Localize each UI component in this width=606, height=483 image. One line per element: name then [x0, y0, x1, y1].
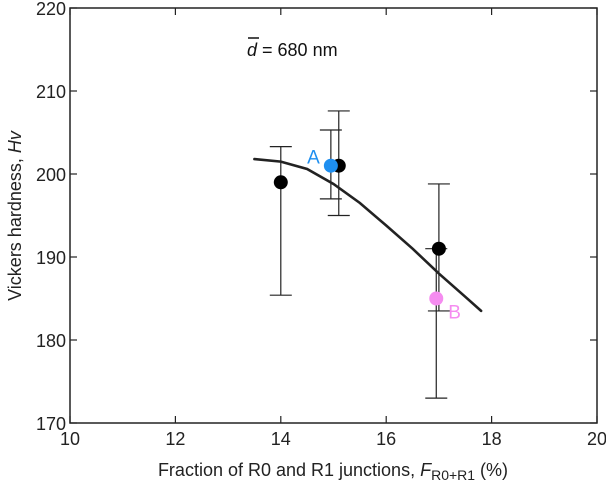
ticks: 10 12 14 16 18 20 170 180 190 200 210 220: [36, 0, 606, 449]
y-tick-label: 170: [36, 414, 66, 434]
data-point: [273, 175, 288, 190]
fit-curve: [253, 157, 483, 313]
annotation-grain-size: d = 680 nm: [247, 40, 338, 60]
point-label: A: [307, 148, 320, 169]
data-point: [429, 291, 444, 306]
error-bars: [269, 110, 450, 399]
y-tick-label: 180: [36, 331, 66, 351]
fit-curve-layer: [253, 157, 483, 313]
x-tick-label: 14: [271, 429, 291, 449]
x-tick-label: 20: [587, 429, 606, 449]
y-tick-label: 220: [36, 0, 66, 19]
y-axis-title: Vickers hardness, Hv: [5, 130, 25, 301]
x-tick-label: 10: [60, 429, 80, 449]
x-tick-label: 16: [376, 429, 396, 449]
plot-frame: [69, 7, 598, 424]
x-axis-title: Fraction of R0 and R1 junctions, FR0+R1 …: [158, 460, 508, 483]
x-tick-label: 18: [482, 429, 502, 449]
data-point: [431, 241, 446, 256]
point-label: B: [448, 303, 461, 324]
x-tick-label: 12: [165, 429, 185, 449]
y-tick-label: 210: [36, 82, 66, 102]
data-point: [323, 158, 338, 173]
data-points: AB: [273, 148, 461, 324]
y-tick-label: 200: [36, 165, 66, 185]
y-tick-label: 190: [36, 248, 66, 268]
